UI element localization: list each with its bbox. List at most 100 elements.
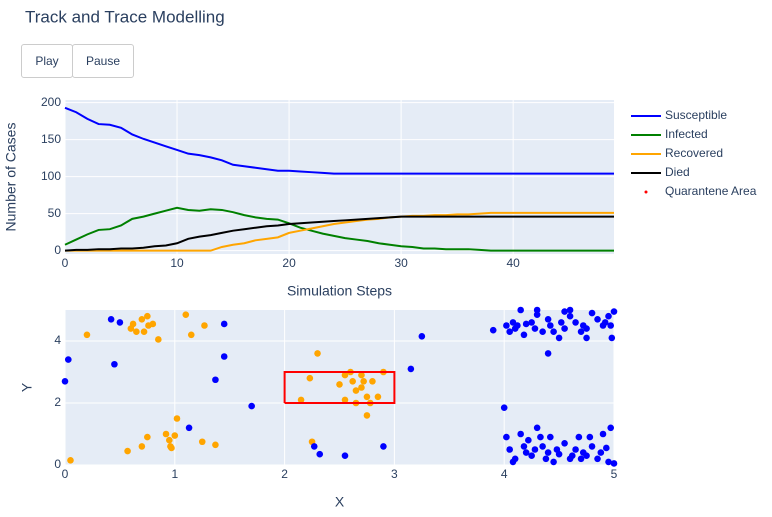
point <box>528 319 535 326</box>
point <box>610 460 618 467</box>
point <box>144 312 151 320</box>
series-line <box>64 206 614 252</box>
x-tick-label: 20 <box>282 256 296 270</box>
point <box>594 316 601 323</box>
point <box>610 308 618 315</box>
y-tick-label: 0 <box>54 457 61 471</box>
x-tick-label: 0 <box>62 256 69 270</box>
point <box>349 378 356 385</box>
pause-button[interactable]: Pause <box>72 44 134 78</box>
point <box>561 308 568 315</box>
point <box>528 452 535 460</box>
point <box>129 320 137 328</box>
point <box>489 326 497 334</box>
y-tick-label: 150 <box>41 132 61 146</box>
point <box>166 436 173 444</box>
point <box>566 306 574 314</box>
legend-label: Recovered <box>665 146 723 160</box>
point <box>544 350 552 357</box>
point <box>577 455 585 463</box>
page-title: Track and Trace Modelling <box>25 7 225 26</box>
point <box>358 384 365 391</box>
legend-label: Infected <box>665 127 708 141</box>
point <box>220 320 228 328</box>
point <box>374 393 382 401</box>
y-tick-label: 50 <box>48 206 62 220</box>
point <box>607 424 615 432</box>
point <box>155 336 162 343</box>
series-line <box>64 215 614 252</box>
x-axis-title: Simulation Steps <box>287 283 392 299</box>
point <box>550 328 557 336</box>
point <box>557 319 565 326</box>
point <box>603 444 610 452</box>
y-tick-label: 100 <box>41 169 61 183</box>
point <box>306 374 314 382</box>
x-tick-label: 3 <box>391 467 398 481</box>
point <box>594 455 601 463</box>
point <box>124 447 131 455</box>
point <box>140 328 148 336</box>
x-tick-label: 4 <box>501 467 508 481</box>
point <box>588 309 596 317</box>
point <box>583 325 590 332</box>
point <box>363 393 371 401</box>
y-axis-title: Number of Cases <box>3 123 19 232</box>
point <box>586 433 594 441</box>
y-tick-label: 4 <box>54 333 61 347</box>
point <box>360 378 367 385</box>
point <box>568 452 576 460</box>
point <box>522 449 530 456</box>
point <box>336 381 343 388</box>
point <box>503 433 510 441</box>
point <box>572 319 579 326</box>
point <box>310 443 318 450</box>
point <box>531 325 539 332</box>
point <box>555 334 563 342</box>
point <box>601 319 609 326</box>
play-button[interactable]: Play <box>21 44 73 78</box>
point <box>61 378 69 385</box>
point <box>533 306 541 314</box>
quarantine-area <box>283 371 396 404</box>
point <box>185 424 193 432</box>
point <box>575 433 583 441</box>
point <box>583 452 590 460</box>
point <box>314 350 321 357</box>
series-line <box>64 106 614 175</box>
x-tick-label: 2 <box>281 467 288 481</box>
point <box>531 446 539 453</box>
point <box>520 331 528 339</box>
point <box>171 432 179 439</box>
point <box>537 433 544 441</box>
point <box>533 311 541 318</box>
x-tick-label: 30 <box>394 256 408 270</box>
point <box>525 436 532 444</box>
x-tick-label: 5 <box>611 467 618 481</box>
point <box>133 328 140 336</box>
legend-label: Susceptible <box>665 108 727 122</box>
point <box>341 371 349 379</box>
point <box>561 440 568 447</box>
point <box>358 371 365 379</box>
point <box>341 452 349 460</box>
y-tick-label: 0 <box>54 243 61 257</box>
point <box>533 424 541 432</box>
point <box>506 446 513 453</box>
point <box>316 450 324 458</box>
point <box>544 449 552 456</box>
point <box>555 450 563 458</box>
point <box>212 441 219 449</box>
series-line <box>65 211 614 252</box>
point <box>212 376 219 384</box>
point <box>220 353 228 360</box>
point <box>511 455 519 463</box>
point <box>500 404 508 411</box>
point <box>506 328 513 336</box>
point <box>297 396 305 404</box>
point <box>503 322 510 329</box>
point <box>539 443 546 450</box>
point <box>173 415 181 422</box>
point <box>64 356 72 363</box>
